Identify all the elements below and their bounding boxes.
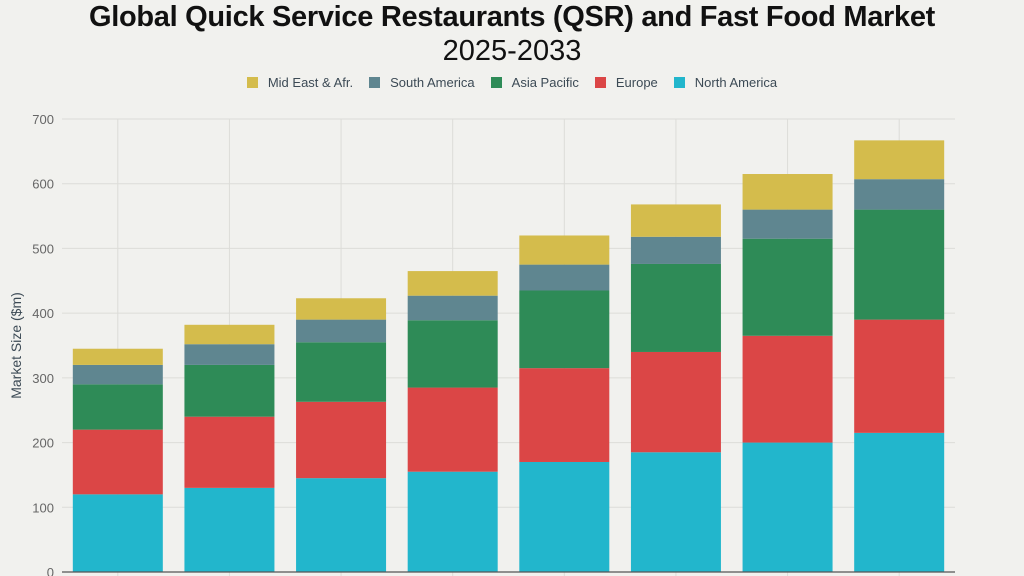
bar-segment-north-america [630, 452, 721, 572]
bar-segment-south-america [630, 236, 721, 264]
bar-segment-asia-pacific [630, 263, 721, 352]
bar-segment-north-america [184, 487, 275, 572]
bar-segment-mid-east-afr- [407, 271, 498, 296]
bar-segment-south-america [184, 344, 275, 365]
y-tick-label: 700 [32, 112, 54, 127]
bar-segment-north-america [854, 432, 945, 572]
legend-swatch [369, 77, 381, 88]
bar-segment-europe [519, 368, 610, 462]
legend-item: Europe [594, 75, 658, 90]
legend-item: South America [369, 75, 475, 90]
bar-segment-asia-pacific [296, 342, 387, 402]
bar-segment-north-america [519, 461, 610, 572]
bar-segment-north-america [407, 471, 498, 572]
y-tick-label: 600 [32, 177, 54, 192]
legend-item: Asia Pacific [490, 75, 579, 90]
bar-segment-asia-pacific [72, 384, 163, 430]
bar-segment-europe [72, 429, 163, 495]
y-tick-label: 100 [32, 500, 54, 515]
y-tick-label: 200 [32, 436, 54, 451]
bar-segment-south-america [407, 295, 498, 321]
bar-segment-mid-east-afr- [184, 324, 275, 345]
bar-segment-mid-east-afr- [742, 174, 833, 210]
bar-segment-south-america [854, 179, 945, 210]
legend-label: Asia Pacific [511, 75, 579, 90]
bar-segment-mid-east-afr- [72, 348, 163, 365]
legend-item: Mid East & Afr. [246, 75, 354, 90]
chart-title-line2: 2025-2033 [442, 35, 582, 67]
chart-title-line1: Global Quick Service Restaurants (QSR) a… [88, 1, 936, 33]
bar-segment-mid-east-afr- [519, 235, 610, 265]
y-tick-label: 0 [47, 565, 54, 576]
legend-swatch [490, 77, 502, 88]
bar-segment-south-america [72, 364, 163, 385]
y-axis-label: Market Size ($m) [8, 292, 24, 399]
legend-swatch [246, 77, 258, 88]
bar-segment-europe [742, 335, 833, 443]
bar-segment-south-america [296, 319, 387, 343]
chart-title: Global Quick Service Restaurants (QSR) a… [0, 0, 1024, 68]
bar-segment-mid-east-afr- [630, 204, 721, 237]
legend-swatch [594, 77, 606, 88]
legend-swatch [673, 77, 685, 88]
bar-segment-asia-pacific [519, 290, 610, 369]
bar-segment-europe [630, 351, 721, 453]
legend-label: Europe [615, 75, 658, 90]
legend-label: South America [390, 75, 475, 90]
bar-segment-asia-pacific [407, 320, 498, 388]
y-tick-label: 300 [32, 371, 54, 386]
bar-segment-asia-pacific [854, 209, 945, 320]
y-tick-label: 400 [32, 306, 54, 321]
legend-label: North America [694, 75, 778, 90]
bar-segment-europe [296, 401, 387, 479]
bar-segment-europe [184, 416, 275, 488]
y-tick-label: 500 [32, 241, 54, 256]
legend: Mid East & Afr. South America Asia Pacific… [0, 75, 1024, 90]
bar-segment-asia-pacific [742, 238, 833, 336]
legend-label: Mid East & Afr. [267, 75, 354, 90]
bar-segment-north-america [296, 478, 387, 572]
bar-segment-south-america [519, 264, 610, 291]
bar-segment-north-america [72, 494, 163, 572]
bar-segment-mid-east-afr- [296, 298, 387, 320]
bar-segment-north-america [742, 442, 833, 572]
bar-segment-europe [854, 319, 945, 433]
bar-segment-mid-east-afr- [854, 140, 945, 180]
bar-segment-asia-pacific [184, 364, 275, 417]
bar-segment-europe [407, 387, 498, 472]
legend-item: North America [673, 75, 778, 90]
bar-segment-south-america [742, 209, 833, 239]
